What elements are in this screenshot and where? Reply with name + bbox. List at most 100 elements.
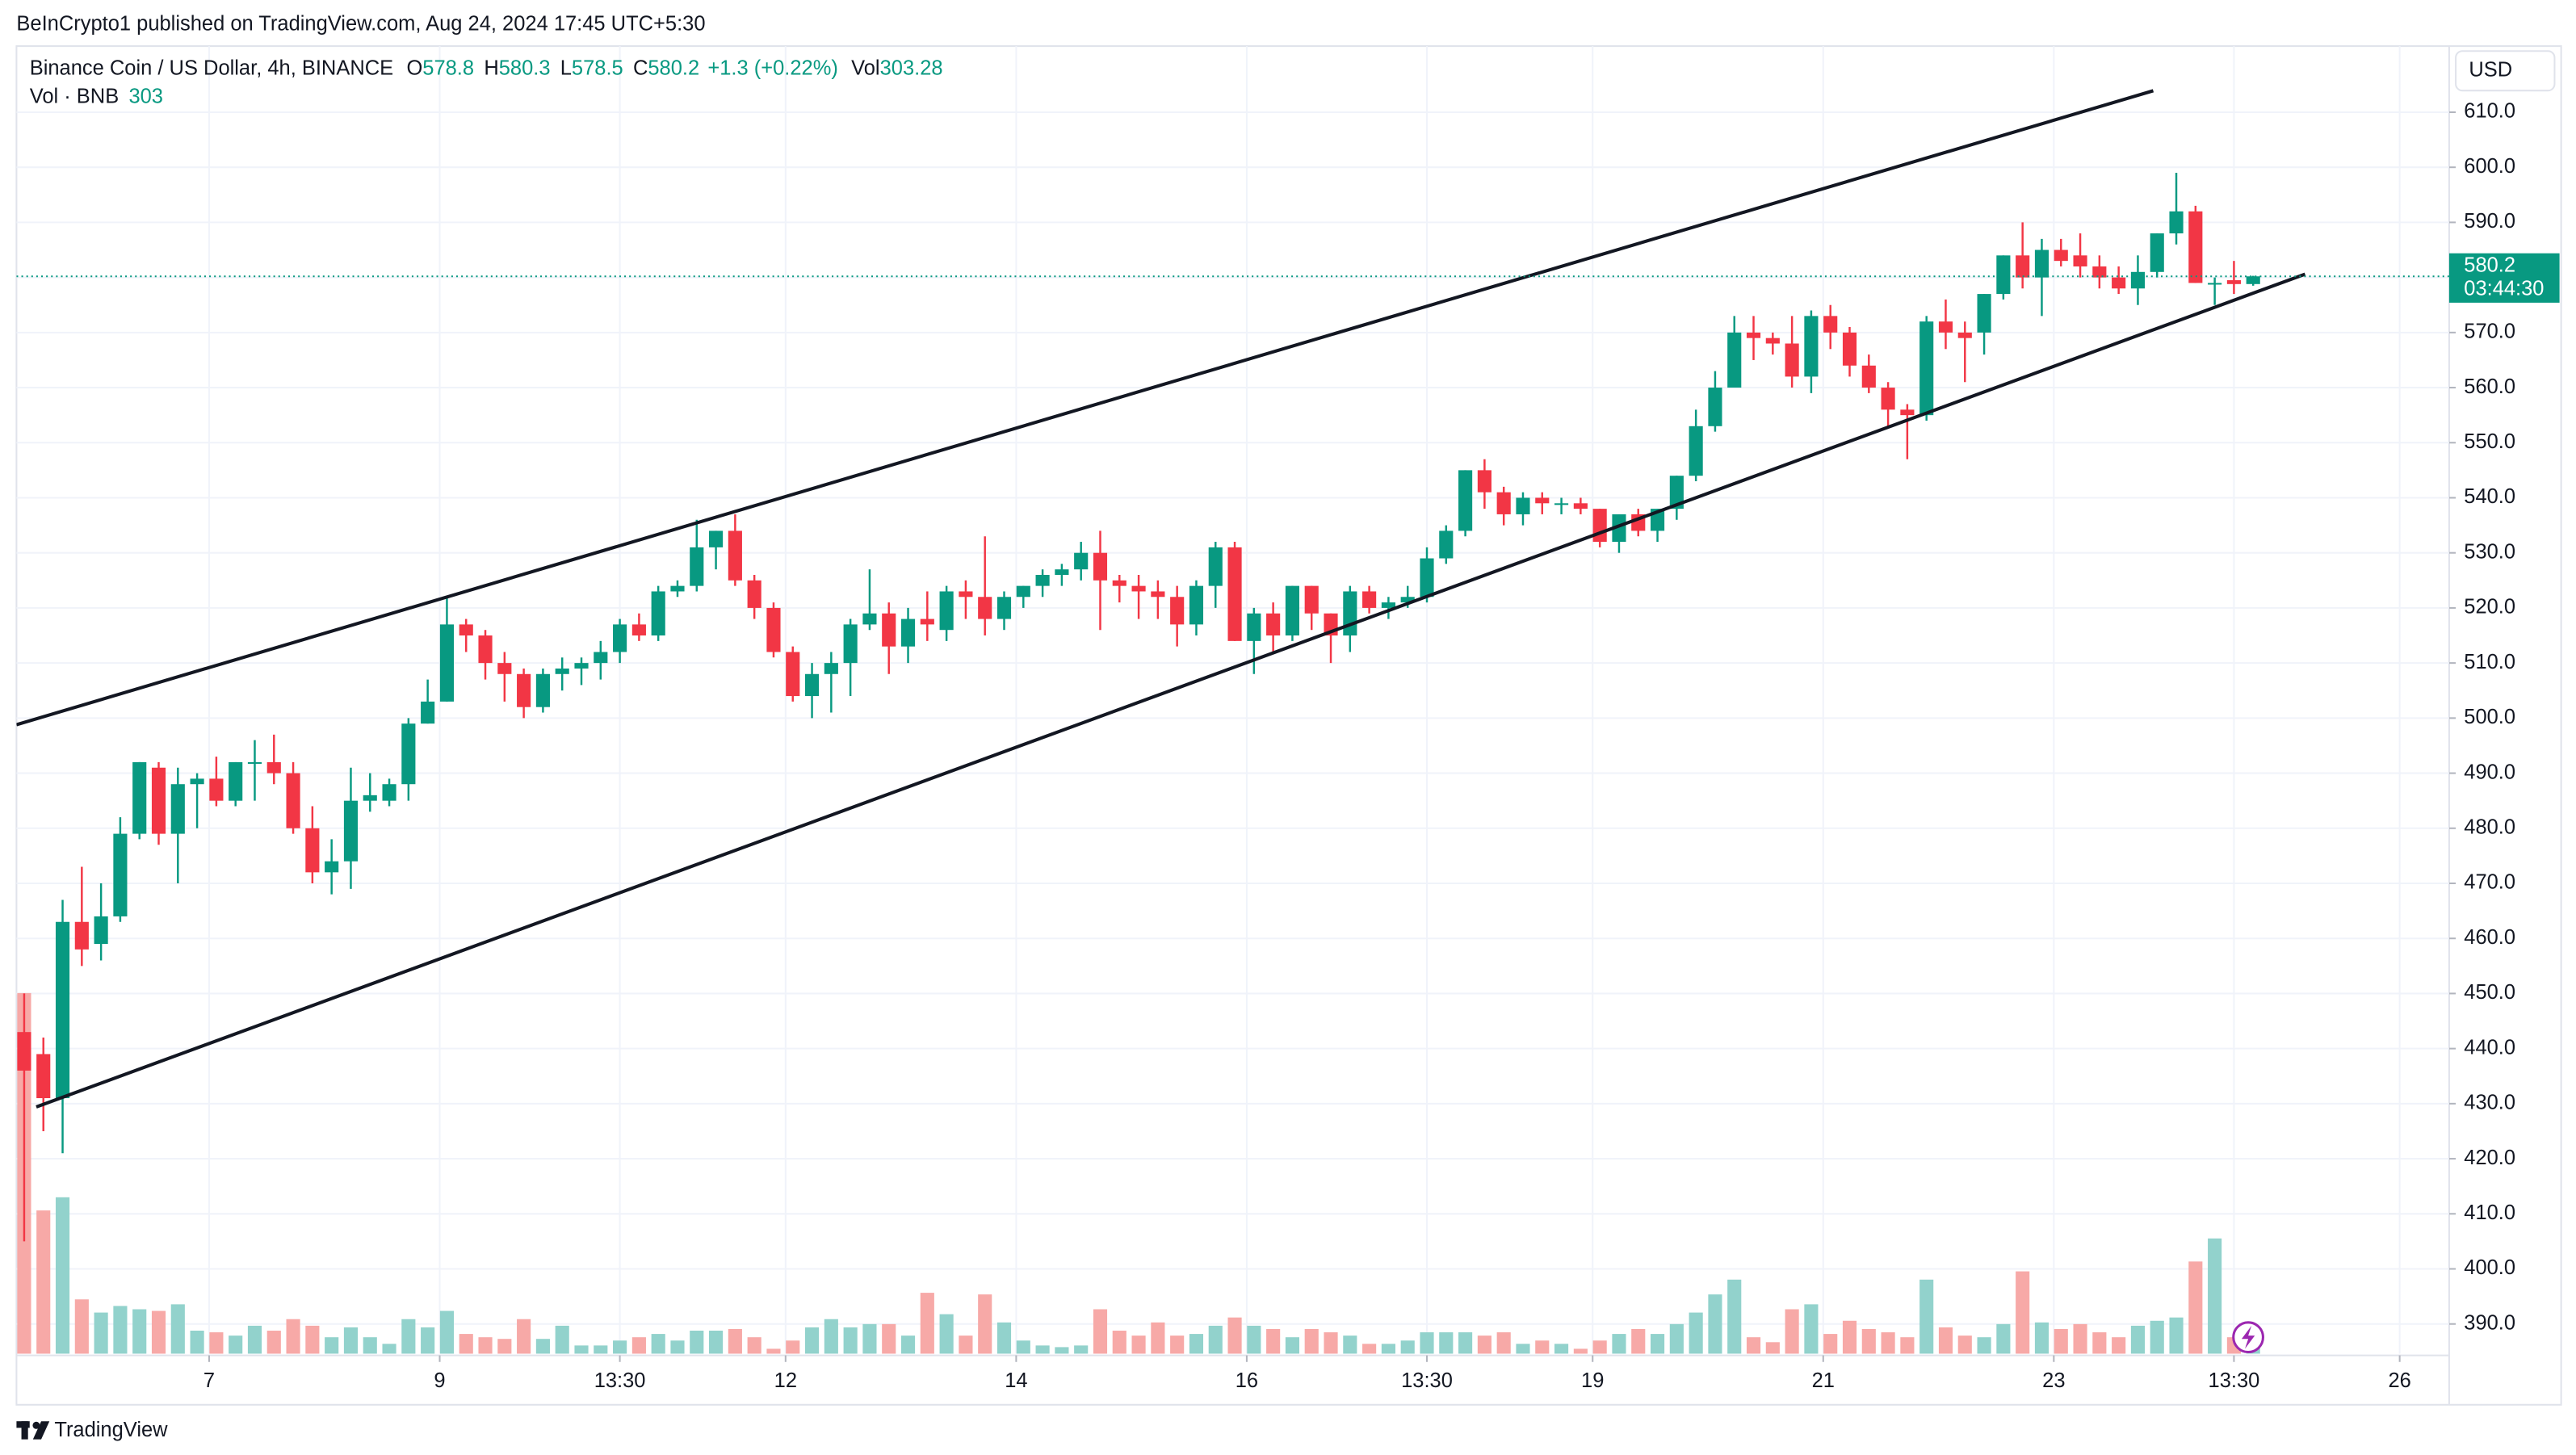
x-tick-label: 13:30 [2209,1369,2260,1392]
volume-bar [2034,1322,2049,1354]
candle-body [1093,552,1108,581]
volume-bar [1727,1279,1742,1354]
volume-bar [613,1340,627,1354]
candle-layer [17,173,2260,1242]
candle-body [2092,266,2107,278]
candle-body [651,591,665,636]
field-value: 580.3 [499,57,551,79]
volume-bar [1938,1327,1953,1354]
volume-bar [882,1323,896,1354]
volume-bar [1708,1294,1722,1354]
volume-bar [1324,1332,1338,1354]
candle-body [94,916,108,945]
volume-bar [1112,1331,1126,1354]
volume-bar [2073,1323,2087,1354]
candle-body [1227,547,1242,641]
price-tag [2448,253,2560,303]
candle-body [382,784,396,801]
volume-bar [1189,1334,1204,1354]
volume-bar [824,1319,838,1354]
volume-bar [209,1332,224,1354]
volume-bar [286,1319,300,1354]
candle-body [497,663,512,674]
volume-bar [1477,1335,1491,1354]
candle-body [1055,569,1069,575]
candle-body [766,607,781,652]
currency[interactable]: USD [2469,58,2512,81]
volume-bar [1400,1340,1415,1354]
volume-bar [1093,1309,1108,1354]
volume-bar [113,1306,128,1354]
candle-body [824,663,838,674]
y-tick-label: 560.0 [2464,375,2515,398]
volume-bar [1631,1328,1646,1354]
brand: TradingView [54,1419,168,1441]
candle-body [478,635,493,664]
candle-body [2034,249,2049,278]
y-tick-label: 540.0 [2464,485,2515,508]
volume-bar [1439,1332,1454,1354]
volume-bar [1420,1332,1434,1354]
volume-bar [900,1335,916,1354]
field-value: 578.5 [572,57,623,79]
volume-bar [94,1312,108,1354]
volume-bar [862,1323,877,1354]
y-tick-label: 600.0 [2464,155,2515,178]
y-tick-label: 400.0 [2464,1256,2515,1279]
field-key: H [484,57,498,79]
grid [16,46,2449,1354]
candle-body [2073,255,2087,266]
candle-body [229,761,243,801]
volume-bar [728,1328,742,1354]
candle-body [2208,283,2222,285]
volume-layer [17,992,2260,1354]
volume-bar [305,1325,320,1354]
y-tick-label: 490.0 [2464,761,2515,783]
candle-body [363,795,377,801]
volume-bar [1804,1304,1819,1354]
field-value: 580.2 [648,57,699,79]
candle-body [882,613,896,647]
candle-body [1189,585,1204,625]
volume-bar [1573,1348,1588,1354]
x-tick-label: 23 [2042,1369,2065,1392]
x-tick-label: 12 [774,1369,797,1392]
candle-body [1208,547,1223,586]
volume-value: 303 [128,85,163,107]
volume-bar [1650,1334,1665,1354]
volume-bar [1362,1344,1377,1354]
volume-bar [1861,1328,1876,1354]
volume-bar [2016,1271,2030,1354]
candle-body [862,613,877,625]
volume-bar [2188,1261,2203,1354]
volume-bar [2092,1332,2107,1354]
candle-body [1861,365,1876,388]
candle-body [2016,255,2030,278]
y-tick-label: 390.0 [2464,1311,2515,1334]
volume-bar [631,1337,646,1354]
volume-legend: Vol · BNB 303 [30,85,163,107]
volume-bar [996,1322,1012,1354]
y-tick-label: 470.0 [2464,871,2515,894]
volume-bar [978,1294,992,1354]
change: +1.3 (+0.22%) [707,57,838,79]
trendline [16,89,2154,727]
x-tick-label: 26 [2388,1369,2410,1392]
y-tick-label: 510.0 [2464,651,2515,673]
symbol: Binance Coin / US Dollar, 4h, BINANCE [30,57,393,79]
x-tick-label: 7 [203,1369,215,1392]
currency-box[interactable] [2455,50,2556,92]
volume-bar [1554,1344,1569,1354]
volume-bar [1151,1322,1165,1354]
candle-body [1919,321,1934,416]
candle-body [690,547,704,586]
candle-body [1285,585,1300,636]
volume-bar [747,1337,761,1354]
candle-body [247,761,262,764]
volume-bar [1900,1337,1915,1354]
candle-body [613,624,627,652]
candle-body [1785,343,1799,377]
brand-logo [16,1421,50,1440]
publisher-line: BeInCrypto1 published on TradingView.com… [16,12,705,35]
